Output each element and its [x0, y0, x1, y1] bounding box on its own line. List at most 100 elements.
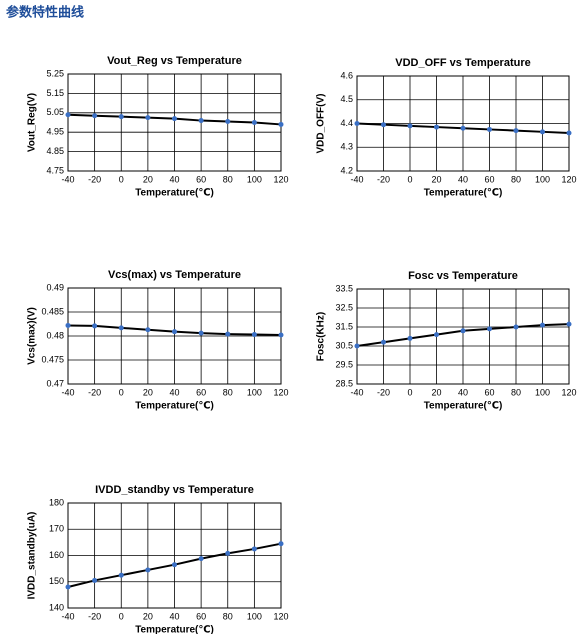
y-tick-label: 4.2 [340, 165, 353, 175]
data-point [460, 125, 466, 131]
x-tick-label: 100 [247, 387, 262, 397]
y-tick-label: 31.5 [335, 321, 353, 331]
x-tick-label: 80 [223, 387, 233, 397]
chart: IVDD_standby vs Temperature 140 150 160 170 1… [27, 484, 289, 634]
x-axis-label: Temperature(℃) [135, 401, 214, 412]
x-tick-label: 0 [119, 611, 124, 621]
data-point [198, 556, 204, 562]
x-tick-label: 0 [119, 387, 124, 397]
x-tick-label: -20 [377, 387, 390, 397]
data-point [381, 122, 386, 128]
data-point [145, 327, 151, 333]
data-point [172, 329, 177, 335]
data-point [172, 562, 177, 568]
y-tick-label: 5.05 [46, 107, 64, 117]
data-point [92, 113, 98, 119]
x-tick-label: 60 [196, 174, 206, 184]
chart-title: Vout_Reg vs Temperature [107, 55, 242, 67]
y-tick-label: 5.25 [46, 68, 64, 78]
x-tick-label: 20 [431, 387, 441, 397]
x-tick-label: 120 [273, 387, 288, 397]
data-point [118, 572, 124, 578]
x-tick-label: 0 [119, 174, 124, 184]
data-point [65, 112, 71, 118]
data-point [145, 567, 151, 573]
chart-title: Vcs(max) vs Temperature [108, 269, 241, 281]
y-tick-label: 4.4 [340, 118, 353, 128]
x-tick-label: -20 [88, 387, 101, 397]
data-point [225, 550, 231, 556]
x-tick-label: 60 [196, 611, 206, 621]
y-tick-label: 33.5 [335, 283, 353, 293]
x-tick-label: -20 [88, 611, 101, 621]
data-point [198, 330, 204, 336]
data-point [434, 124, 439, 130]
x-tick-label: 20 [143, 611, 153, 621]
x-tick-label: -40 [61, 611, 74, 621]
y-tick-label: 4.3 [340, 142, 353, 152]
data-point [566, 130, 572, 136]
x-tick-label: 40 [169, 387, 179, 397]
x-tick-label: 100 [247, 174, 262, 184]
x-tick-label: 100 [535, 387, 550, 397]
y-tick-label: 29.5 [335, 359, 353, 369]
data-point [118, 114, 124, 120]
y-tick-label: 0.48 [46, 330, 64, 340]
x-axis-label: Temperature(℃) [135, 625, 214, 634]
data-point [118, 325, 124, 331]
data-point [513, 128, 519, 134]
x-tick-label: 20 [143, 387, 153, 397]
x-tick-label: 60 [484, 174, 494, 184]
data-point [434, 332, 439, 338]
data-point [278, 332, 284, 338]
data-point [92, 323, 98, 329]
y-tick-label: 0.485 [41, 306, 64, 316]
chart: Vout_Reg vs Temperature 4.75 4.85 4.95 5.05 5… [27, 55, 289, 199]
data-point [172, 116, 177, 122]
y-tick-label: 4.6 [340, 70, 353, 80]
x-tick-label: 100 [247, 611, 262, 621]
x-tick-label: 20 [431, 174, 441, 184]
y-tick-label: 30.5 [335, 340, 353, 350]
y-tick-label: 4.95 [46, 127, 64, 137]
chart-title: VDD_OFF vs Temperature [395, 57, 531, 69]
y-axis-label: Vout_Reg(V) [27, 93, 38, 152]
x-tick-label: -40 [61, 174, 74, 184]
x-tick-label: 0 [407, 174, 412, 184]
page-title: 参数特性曲线 [6, 5, 84, 21]
chart-title: Fosc vs Temperature [408, 270, 518, 282]
x-tick-label: 120 [561, 174, 576, 184]
y-tick-label: 140 [49, 602, 64, 612]
data-point [65, 322, 71, 328]
y-axis-label: VDD_OFF(V) [316, 94, 327, 154]
x-axis-label: Temperature(℃) [424, 401, 503, 412]
x-tick-label: 120 [561, 387, 576, 397]
data-point [513, 324, 519, 330]
x-tick-label: 100 [535, 174, 550, 184]
y-tick-label: 0.47 [46, 378, 64, 388]
y-tick-label: 0.475 [41, 354, 64, 364]
data-point [540, 322, 545, 328]
x-tick-label: 120 [273, 611, 288, 621]
x-tick-label: 60 [196, 387, 206, 397]
y-tick-label: 170 [49, 524, 64, 534]
plot-frame [356, 288, 570, 385]
y-tick-label: 150 [49, 576, 64, 586]
x-tick-label: 0 [407, 387, 412, 397]
plot-frame [67, 502, 282, 609]
x-tick-label: 60 [484, 387, 494, 397]
data-point [225, 331, 231, 337]
y-tick-label: 4.85 [46, 146, 64, 156]
chart: VDD_OFF vs Temperature 4.2 4.3 4.4 4.5 4.6 -40… [316, 57, 577, 199]
data-point [145, 115, 151, 121]
x-tick-label: -20 [377, 174, 390, 184]
y-tick-label: 160 [49, 550, 64, 560]
x-tick-label: -20 [88, 174, 101, 184]
x-axis-label: Temperature(℃) [424, 188, 503, 199]
data-point [354, 343, 360, 349]
x-tick-label: 40 [169, 174, 179, 184]
x-tick-label: 40 [458, 174, 468, 184]
x-tick-label: 80 [511, 174, 521, 184]
data-point [251, 120, 257, 125]
